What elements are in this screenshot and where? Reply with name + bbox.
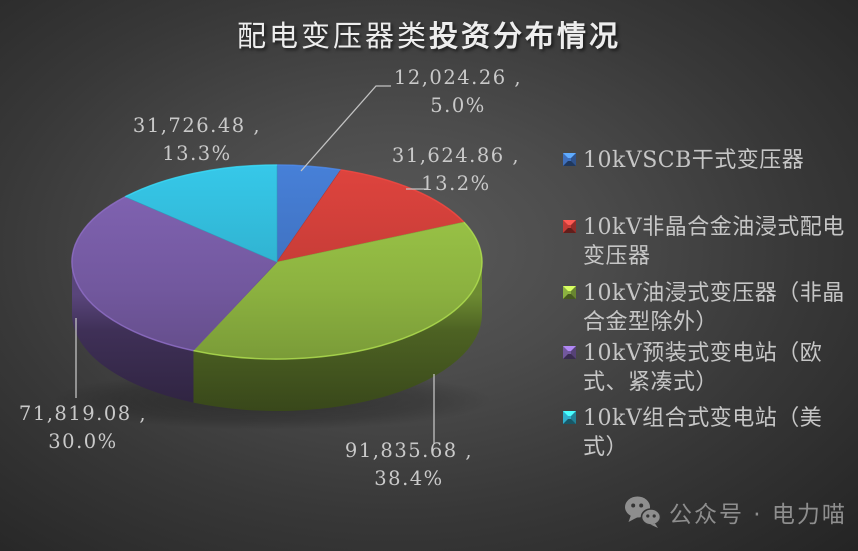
legend-label: 10kVSCB干式变压器 [583,148,805,173]
data-label-blue: 12,024.26 , 5.0% [373,64,543,120]
legend-item-yuzhuang[interactable]: 10kV预装式变电站（欧 式、紧凑式） [563,339,855,397]
pie-rim-highlight [124,164,278,198]
data-label-percent: 13.3% [162,142,232,165]
data-label-cyan: 31,726.48 , 13.3% [112,112,282,168]
legend-item-youjin[interactable]: 10kV油浸式变压器（非晶 合金型除外） [563,279,855,337]
legend-label: 10kV非晶合金油浸式配电 变压器 [583,215,845,269]
pie-rim-highlight [276,164,341,171]
watermark: 公众号 · 电力喵 [624,495,847,529]
pie-rim-highlight [193,221,483,360]
legend-item-feijing[interactable]: 10kV非晶合金油浸式配电 变压器 [563,213,855,271]
pie-rim-highlight [71,196,194,352]
wechat-icon [625,496,662,528]
data-label-percent: 38.4% [374,467,444,490]
legend-label: 10kV预装式变电站（欧 式、紧凑式） [583,341,823,395]
pie-slice-side-2[interactable] [193,262,482,412]
legend-item-zuhe[interactable]: 10kV组合式变电站（美 式） [563,404,855,462]
watermark-text: 公众号 · 电力喵 [669,502,847,528]
data-label-value: 91,835.68 , [344,439,474,462]
data-label-percent: 13.2% [421,172,491,195]
legend-marker-purple [563,346,576,359]
legend-marker-red [563,220,576,233]
chart-title: 配电变压器类投资分布情况 [0,13,858,55]
data-label-value: 31,726.48 , [132,114,262,137]
legend-label: 10kV组合式变电站（美 式） [583,406,823,460]
chart-title-bold: 投资分布情况 [429,19,622,53]
data-label-purple: 71,819.08 , 30.0% [0,400,168,456]
pie-slice-side-3[interactable] [71,262,194,403]
legend-marker-blue [563,153,576,166]
pie-rim-highlight [340,169,465,223]
data-label-percent: 30.0% [48,430,118,453]
legend-marker-cyan [563,411,576,424]
legend-marker-green [563,286,576,299]
leader-line-blue [300,85,391,172]
chart-title-normal: 配电变压器类 [236,19,429,53]
leader-lines [75,85,435,444]
data-label-red: 31,624.86 , 13.2% [371,142,541,198]
data-label-value: 31,624.86 , [391,144,521,167]
data-label-percent: 5.0% [430,94,486,117]
data-label-value: 12,024.26 , [393,66,523,89]
data-label-value: 71,819.08 , [18,402,148,425]
data-label-green: 91,835.68 , 38.4% [324,437,494,493]
legend-label: 10kV油浸式变压器（非晶 合金型除外） [583,281,845,335]
legend-item-10kvscb[interactable]: 10kVSCB干式变压器 [563,146,855,175]
